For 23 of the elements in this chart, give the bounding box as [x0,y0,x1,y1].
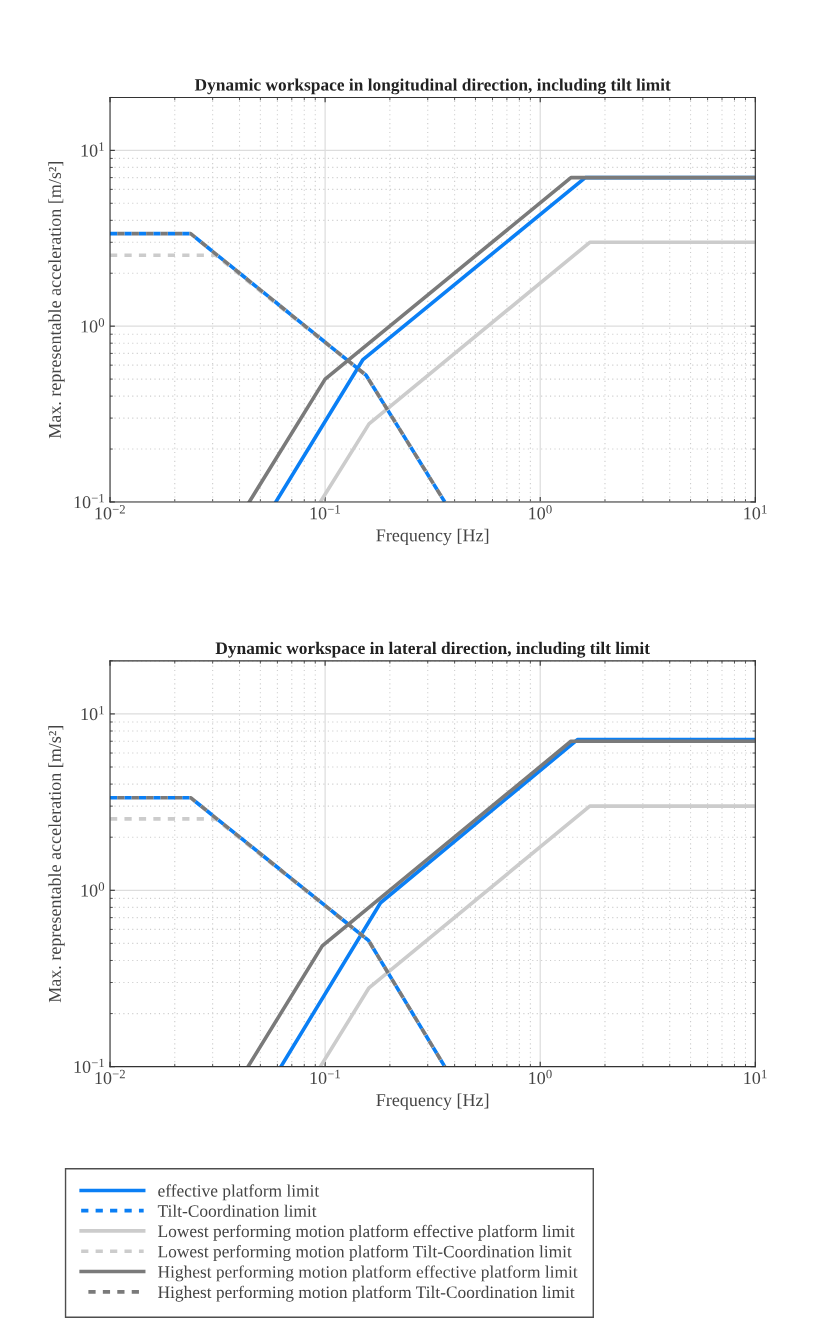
y-tick-label: 10$^{0}$ [81,882,105,897]
x-tick-label: 10$^{1}$ [744,505,767,520]
y-tick-label: 10$^{1}$ [81,705,104,721]
chart-title: Dynamic workspace in longitudinal direction, including tilt limit [194,78,671,95]
legend-label: Highest performing motion platform Tilt-Coordination limit [158,1285,575,1302]
x-tick-label: 10$^{0}$ [529,505,552,520]
y-axis-title: Max. representable acceleration [m/s²] [48,726,65,1003]
legend-label: Lowest performing motion platform Tilt-Coordination limit [158,1245,572,1262]
legend-label: effective platform limit [158,1184,320,1201]
legend-label: Lowest performing motion platform effective platform limit [158,1224,575,1241]
legend-label: Tilt-Coordination limit [157,1204,317,1217]
x-tick-label: 10$^{−1}$ [310,505,340,520]
legend-label: Highest performing motion platform effective platform limit [158,1265,578,1282]
x-axis-title: Frequency [Hz] [376,1093,489,1110]
chart-title: Dynamic workspace in lateral direction, including tilt limit [215,641,650,658]
y-axis-title: Max. representable acceleration [m/s²] [48,162,65,439]
x-axis-title: Frequency [Hz] [376,528,489,546]
x-tick-label: 10$^{1}$ [744,1069,767,1085]
y-tick-label: 10$^{0}$ [81,318,105,333]
y-tick-label: 10$^{1}$ [81,142,104,157]
x-tick-label: 10$^{0}$ [529,1069,552,1085]
x-tick-label: 10$^{−2}$ [95,505,125,520]
x-tick-label: 10$^{−1}$ [310,1069,340,1085]
